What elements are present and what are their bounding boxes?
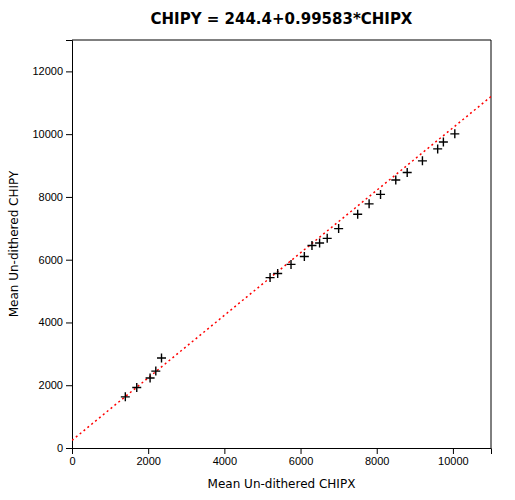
tick-mark	[453, 448, 454, 454]
tick: 0	[57, 442, 72, 454]
tick: 2000	[136, 448, 160, 467]
point	[266, 273, 275, 282]
axis-line	[66, 41, 73, 449]
y-axis-title: Mean Un-dithered CHIPY	[7, 170, 21, 317]
tick-label: 12000	[32, 65, 63, 77]
point	[157, 353, 166, 362]
point	[334, 224, 343, 233]
tick-mark	[148, 448, 149, 454]
tick-mark	[66, 134, 72, 135]
axis-line	[73, 449, 492, 455]
frame	[72, 40, 491, 41]
point	[132, 383, 141, 392]
tick-mark	[66, 260, 72, 261]
tick-mark	[66, 448, 72, 449]
point	[323, 234, 332, 243]
tick: 8000	[365, 448, 389, 467]
tick-mark	[66, 322, 72, 323]
plot-area: 0 2000 4000 6000 8000 10000 0 2000 4000 6000 8000 1…	[32, 40, 491, 467]
point	[433, 144, 442, 153]
tick-label: 6000	[289, 455, 313, 467]
fit-line	[72, 97, 491, 441]
tick-mark	[66, 197, 72, 198]
tick: 6000	[289, 448, 313, 467]
marks	[72, 97, 491, 441]
tick-label: 4000	[39, 316, 63, 328]
tick-mark	[301, 448, 302, 454]
tick-label: 6000	[39, 254, 63, 266]
tick-mark	[224, 448, 225, 454]
point	[403, 168, 412, 177]
x-axis-title: Mean Un-dithered CHIPX	[208, 477, 356, 491]
title: CHIPY = 244.4+0.99583*CHIPX	[151, 10, 413, 28]
point	[146, 374, 155, 383]
tick-label: 0	[69, 455, 75, 467]
tick-label: 8000	[365, 455, 389, 467]
x-axis: 0 2000 4000 6000 8000 10000	[69, 448, 491, 467]
tick-mark	[66, 71, 72, 72]
point	[439, 138, 448, 147]
point	[418, 156, 427, 165]
tick: 4000	[39, 316, 72, 328]
tick: 4000	[213, 448, 237, 467]
point	[121, 392, 130, 401]
chart: 0 2000 4000 6000 8000 10000 0 2000 4000 6000 8000 1…	[0, 0, 515, 500]
tick-mark	[377, 448, 378, 454]
point	[287, 260, 296, 269]
tick: 0	[69, 448, 75, 467]
point	[391, 175, 400, 184]
tick: 8000	[39, 191, 72, 203]
point	[376, 190, 385, 199]
tick: 12000	[32, 65, 72, 77]
point	[315, 239, 324, 248]
point	[151, 367, 160, 376]
point	[300, 252, 309, 261]
tick: 2000	[39, 379, 72, 391]
tick-label: 2000	[39, 379, 63, 391]
point	[353, 210, 362, 219]
point	[450, 129, 459, 138]
tick: 6000	[39, 254, 72, 266]
tick-label: 2000	[136, 455, 160, 467]
point	[273, 269, 282, 278]
tick-label: 4000	[213, 455, 237, 467]
tick: 10000	[32, 128, 72, 140]
y-axis: 0 2000 4000 6000 8000 10000 12000	[32, 41, 72, 455]
point	[365, 199, 374, 208]
tick: 10000	[438, 448, 469, 467]
tick-mark	[66, 385, 72, 386]
tick-label: 8000	[39, 191, 63, 203]
frame	[491, 40, 492, 448]
tick-label: 10000	[32, 128, 63, 140]
tick-label: 10000	[438, 455, 469, 467]
tick-label: 0	[57, 442, 63, 454]
